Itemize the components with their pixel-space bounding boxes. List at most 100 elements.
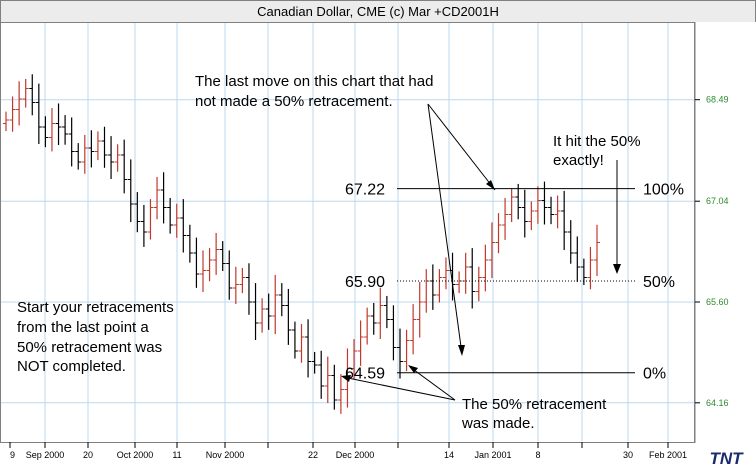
price-bar xyxy=(213,232,220,275)
price-bar xyxy=(3,111,9,132)
annotation-start-4: NOT completed. xyxy=(17,358,126,375)
price-bar xyxy=(252,283,259,341)
price-bar xyxy=(226,250,233,300)
price-bar xyxy=(357,320,364,366)
price-bar xyxy=(594,224,600,276)
price-bar xyxy=(574,236,581,282)
arrows xyxy=(341,103,621,401)
level-price-label: 67.22 xyxy=(345,182,385,199)
annotation-made-1: The 50% retracement xyxy=(462,396,607,413)
price-bar xyxy=(515,183,522,220)
level-price-label: 65.90 xyxy=(345,274,385,291)
price-bar xyxy=(567,220,574,264)
x-tick-label: 14 xyxy=(444,450,454,460)
x-tick-label: 20 xyxy=(83,450,93,460)
price-bar xyxy=(114,144,121,172)
price-bar xyxy=(147,199,154,240)
price-bar xyxy=(35,83,42,145)
annotation-hit-2: exactly! xyxy=(553,152,604,169)
price-bar xyxy=(29,74,36,116)
y-axis-panel xyxy=(695,22,756,443)
price-bar xyxy=(337,374,344,414)
arrowhead-low xyxy=(458,345,465,356)
price-bar xyxy=(75,143,82,170)
price-bar xyxy=(127,159,134,223)
price-bar xyxy=(397,328,403,379)
price-bar xyxy=(298,323,305,363)
price-bar xyxy=(265,293,272,330)
price-bar xyxy=(502,197,509,240)
price-bar xyxy=(475,266,482,302)
x-tick-label: 22 xyxy=(308,450,318,460)
price-bar xyxy=(285,288,292,345)
x-tick-label: 9 xyxy=(10,450,15,460)
annotation-made-2: was made. xyxy=(461,415,535,432)
price-bar xyxy=(291,321,298,359)
price-bar xyxy=(272,274,279,335)
price-bar xyxy=(521,189,528,238)
price-bar xyxy=(101,126,108,168)
arrow-to-top xyxy=(427,103,496,191)
x-tick-label: Feb 2001 xyxy=(649,450,687,460)
price-bar xyxy=(232,266,239,304)
price-bar xyxy=(403,329,410,372)
logo-text: TNT xyxy=(709,449,744,468)
retracement-levels: 67.22 100% 65.90 50% 64.59 0% xyxy=(345,182,684,383)
annotation-hit-1: It hit the 50% xyxy=(553,133,641,150)
price-bar xyxy=(42,116,49,148)
price-bar xyxy=(68,117,75,167)
price-bar xyxy=(554,195,561,229)
tnt-logo: TNT xyxy=(698,445,754,470)
price-bar xyxy=(245,263,252,315)
level-pct-label: 50% xyxy=(643,274,675,291)
price-bar xyxy=(561,190,568,251)
price-bar xyxy=(331,364,338,410)
x-tick-label: Jan 2001 xyxy=(474,450,511,460)
price-bar xyxy=(278,283,285,317)
price-bar xyxy=(488,222,495,279)
price-bar xyxy=(324,356,331,404)
price-bar xyxy=(482,244,489,292)
price-bar xyxy=(416,281,423,338)
arrow-to-low xyxy=(427,103,463,355)
chart-plot: 67.22 100% 65.90 50% 64.59 0% 64.16 65.60 67.04… xyxy=(0,22,756,470)
price-bar xyxy=(239,267,246,294)
price-bar xyxy=(180,199,187,253)
price-bar xyxy=(206,248,213,282)
x-tick-label: 30 xyxy=(623,450,633,460)
level-pct-label: 100% xyxy=(643,182,684,199)
price-bar xyxy=(154,176,161,220)
price-bar xyxy=(108,136,115,180)
x-tick-label: Dec 2000 xyxy=(336,450,375,460)
price-bar xyxy=(81,134,88,174)
price-bar xyxy=(528,201,535,231)
arrowhead-made-right xyxy=(408,365,418,373)
price-bar xyxy=(587,246,594,290)
price-bar xyxy=(16,81,23,126)
price-bar xyxy=(534,186,541,224)
price-bar xyxy=(495,213,502,254)
annotation-start-2: from the last point a xyxy=(17,319,149,336)
price-bar xyxy=(370,302,377,335)
price-bar xyxy=(121,139,128,194)
y-tick-label: 67.04 xyxy=(706,196,729,206)
arrow-made-right xyxy=(409,366,456,401)
price-bar xyxy=(377,287,384,339)
logo-background xyxy=(698,445,754,470)
arrowhead-50 xyxy=(613,264,621,274)
x-tick-label: 11 xyxy=(172,450,181,460)
price-bar xyxy=(364,307,371,345)
price-bar xyxy=(173,203,180,238)
price-bar xyxy=(311,351,318,374)
arrow-made-left xyxy=(342,376,456,401)
price-bar xyxy=(351,339,358,380)
price-bar xyxy=(22,78,29,108)
price-bar xyxy=(55,103,62,146)
price-bar xyxy=(318,350,325,399)
price-bar xyxy=(140,204,147,247)
price-bar xyxy=(305,319,312,378)
arrowhead-top xyxy=(486,180,495,190)
price-bars xyxy=(3,74,600,414)
y-tick-label: 64.16 xyxy=(706,398,729,408)
price-bar xyxy=(167,197,174,234)
